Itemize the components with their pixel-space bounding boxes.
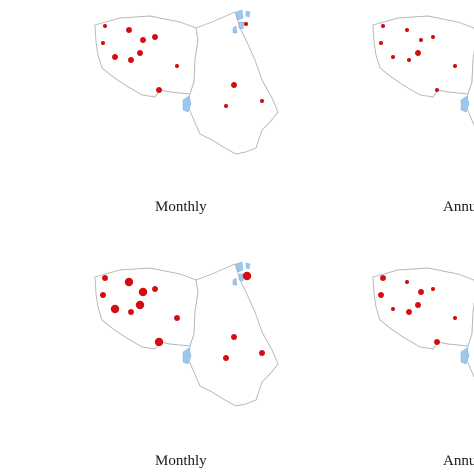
station-marker-w10 xyxy=(434,339,440,345)
lake-north-4 xyxy=(245,10,251,18)
station-marker-w9 xyxy=(453,64,457,68)
station-marker-w2 xyxy=(124,277,134,287)
station-marker-w8 xyxy=(135,300,145,310)
station-marker-w8 xyxy=(415,50,421,56)
station-marker-w1 xyxy=(381,24,385,28)
lake-south xyxy=(182,347,192,365)
lake-north-1 xyxy=(235,9,244,21)
station-marker-w2 xyxy=(405,280,409,284)
station-marker-w10 xyxy=(435,88,439,92)
station-marker-w10 xyxy=(154,337,164,347)
caption-top-annual: Annu xyxy=(443,199,474,215)
lake-north-1 xyxy=(235,261,244,273)
station-marker-w2 xyxy=(126,27,132,33)
station-marker-w6 xyxy=(391,55,395,59)
station-marker-e1 xyxy=(231,82,237,88)
lake-north-3 xyxy=(232,277,238,286)
lake-north-2 xyxy=(238,273,245,282)
station-marker-w5 xyxy=(418,289,424,295)
station-marker-w3 xyxy=(431,287,435,291)
station-marker-w7 xyxy=(128,309,134,315)
station-marker-w2 xyxy=(405,28,409,32)
station-marker-w8 xyxy=(137,50,143,56)
station-marker-e2 xyxy=(223,355,229,361)
caption-bottom-annual: Annu xyxy=(443,453,474,469)
station-marker-w10 xyxy=(156,87,162,93)
station-marker-w4 xyxy=(379,41,383,45)
map-panel-top-right xyxy=(372,15,474,126)
station-marker-w4 xyxy=(378,292,384,298)
map-panel-top-middle xyxy=(94,9,279,155)
station-marker-e4 xyxy=(244,22,248,26)
map-panel-bottom-middle xyxy=(94,261,279,407)
station-marker-w1 xyxy=(102,275,108,281)
station-marker-e2 xyxy=(224,104,228,108)
station-marker-w5 xyxy=(140,37,146,43)
station-marker-w6 xyxy=(112,54,118,60)
station-marker-e1 xyxy=(231,334,237,340)
station-marker-w6 xyxy=(391,307,395,311)
map-panel-bottom-right xyxy=(372,267,474,378)
station-marker-w3 xyxy=(152,286,158,292)
lake-north-4 xyxy=(245,262,251,270)
station-marker-w7 xyxy=(406,309,412,315)
station-marker-w9 xyxy=(175,64,179,68)
station-marker-w7 xyxy=(128,57,134,63)
west-region-boundary xyxy=(94,15,199,98)
lake-south xyxy=(182,95,192,113)
station-marker-e4 xyxy=(243,273,249,279)
station-marker-w1 xyxy=(103,24,107,28)
lake-south xyxy=(460,95,470,113)
caption-top-monthly: Monthly xyxy=(155,199,207,215)
station-marker-w1 xyxy=(380,275,386,281)
station-marker-w5 xyxy=(419,38,423,42)
lake-north-2 xyxy=(238,21,245,30)
station-marker-w9 xyxy=(453,316,457,320)
west-region-boundary xyxy=(372,267,474,350)
west-region-boundary xyxy=(372,15,474,98)
lake-north-3 xyxy=(232,25,238,34)
station-marker-w4 xyxy=(101,41,105,45)
station-marker-e3 xyxy=(260,99,264,103)
station-marker-w4 xyxy=(100,292,106,298)
lake-south xyxy=(460,347,470,365)
station-marker-e3 xyxy=(259,350,265,356)
west-region-boundary xyxy=(94,267,199,350)
station-marker-w7 xyxy=(407,58,411,62)
caption-bottom-monthly: Monthly xyxy=(155,453,207,469)
station-marker-w6 xyxy=(110,304,120,314)
station-marker-w3 xyxy=(431,35,435,39)
station-marker-w3 xyxy=(152,34,158,40)
station-marker-w8 xyxy=(415,302,421,308)
station-marker-w5 xyxy=(138,287,148,297)
station-marker-w9 xyxy=(174,315,180,321)
